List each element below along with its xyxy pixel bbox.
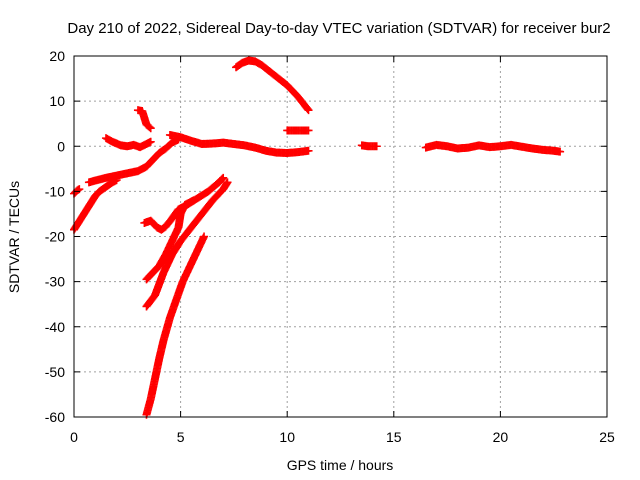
chart-title: Day 210 of 2022, Sidereal Day-to-day VTE…: [67, 20, 610, 37]
y-tick-label: -50: [45, 364, 65, 380]
axis-ticks: 0 5 10 15 20 25 -60 -50 -40 -30 -20 -10 0 10 20: [45, 48, 615, 445]
data-point: [304, 126, 313, 135]
series-arc-3: [84, 135, 183, 187]
x-tick-label: 10: [279, 429, 295, 445]
x-tick-label: 0: [70, 429, 78, 445]
data-point: [200, 232, 209, 241]
data-point: [146, 124, 155, 133]
y-tick-label: -60: [45, 409, 65, 425]
y-tick-label: -30: [45, 274, 65, 290]
y-tick-label: 10: [49, 93, 65, 109]
y-tick-label: 0: [57, 138, 65, 154]
data-point: [303, 105, 312, 114]
data-points: [70, 56, 565, 419]
series-arc-9: [357, 141, 381, 151]
series-arc-6: [165, 130, 313, 158]
y-tick-label: -20: [45, 229, 65, 245]
data-point: [304, 146, 313, 155]
series-arc-8: [283, 126, 313, 135]
grid: [74, 56, 607, 417]
data-point: [189, 196, 198, 205]
series-arc-13: [142, 178, 232, 311]
data-point: [146, 137, 155, 146]
y-tick-label: 20: [49, 48, 65, 64]
x-tick-label: 20: [493, 429, 509, 445]
x-tick-label: 15: [386, 429, 402, 445]
data-point: [304, 106, 313, 115]
data-point: [556, 147, 565, 156]
data-point: [145, 123, 154, 132]
y-tick-label: -10: [45, 183, 65, 199]
y-tick-label: -40: [45, 319, 65, 335]
data-point: [223, 178, 232, 187]
series-arc-5: [133, 106, 155, 133]
x-axis-label: GPS time / hours: [287, 457, 394, 473]
data-point: [219, 173, 228, 182]
series-arc-7: [232, 56, 313, 115]
series-arc-4: [101, 134, 155, 152]
x-tick-label: 5: [177, 429, 185, 445]
data-point: [217, 175, 226, 184]
y-axis-label: SDTVAR / TECUs: [6, 181, 22, 293]
data-point: [372, 142, 381, 151]
data-point: [218, 174, 227, 183]
series-arc-14: [142, 232, 209, 419]
x-tick-label: 25: [599, 429, 615, 445]
series-arc-2: [70, 176, 121, 234]
series-arc-10: [421, 140, 565, 156]
